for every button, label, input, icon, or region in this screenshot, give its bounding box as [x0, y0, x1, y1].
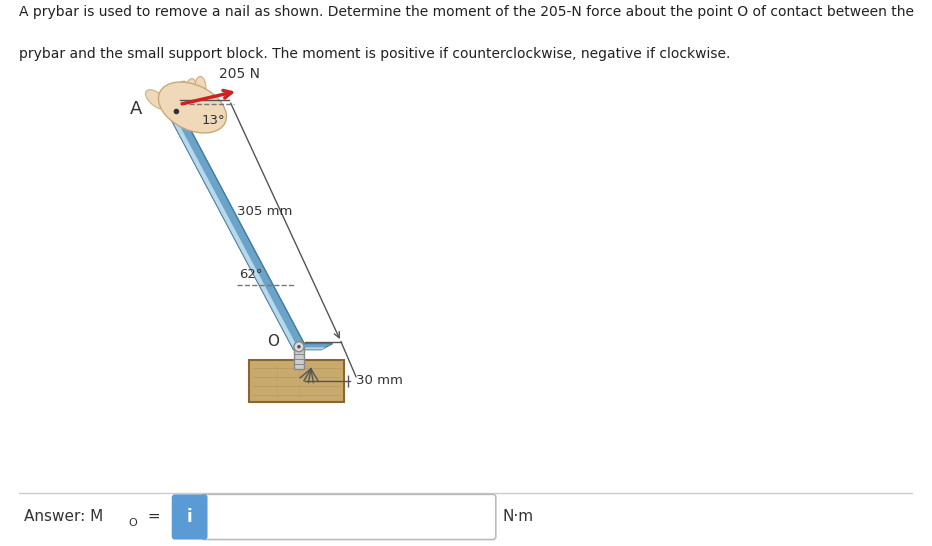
Circle shape	[294, 342, 304, 352]
Text: i: i	[186, 508, 192, 526]
Circle shape	[173, 109, 179, 114]
Ellipse shape	[158, 82, 226, 133]
Text: N·m: N·m	[502, 509, 534, 525]
Text: 305 mm: 305 mm	[238, 205, 293, 218]
Text: 62°: 62°	[239, 268, 263, 281]
Polygon shape	[169, 109, 305, 350]
Polygon shape	[169, 110, 304, 349]
Polygon shape	[294, 347, 325, 349]
Ellipse shape	[185, 79, 197, 100]
Text: 205 N: 205 N	[219, 67, 260, 81]
Ellipse shape	[195, 76, 206, 98]
Bar	[249, 360, 344, 402]
Text: A: A	[130, 100, 143, 118]
Text: A prybar is used to remove a nail as shown. Determine the moment of the 205-N fo: A prybar is used to remove a nail as sho…	[19, 5, 913, 20]
Text: O: O	[128, 518, 137, 528]
Polygon shape	[170, 113, 297, 349]
Bar	[294, 347, 304, 369]
Ellipse shape	[173, 81, 187, 102]
Text: Answer: M: Answer: M	[23, 509, 103, 525]
Text: prybar and the small support block. The moment is positive if counterclockwise, : prybar and the small support block. The …	[19, 46, 730, 61]
Ellipse shape	[162, 84, 178, 103]
Text: O: O	[267, 334, 279, 349]
Ellipse shape	[145, 90, 167, 109]
Polygon shape	[294, 343, 333, 350]
FancyBboxPatch shape	[201, 494, 496, 539]
Text: 30 mm: 30 mm	[356, 374, 403, 387]
Text: =: =	[143, 509, 160, 525]
FancyBboxPatch shape	[171, 494, 208, 539]
Text: 13°: 13°	[201, 115, 225, 128]
Circle shape	[297, 345, 301, 348]
